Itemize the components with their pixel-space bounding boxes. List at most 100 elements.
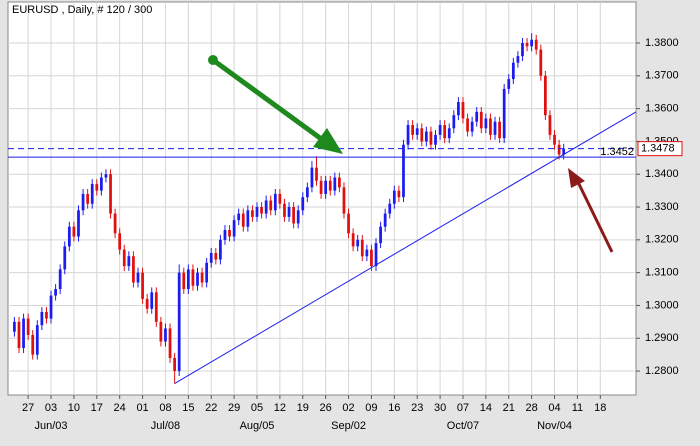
x-tick-label: 09 — [365, 402, 377, 414]
candle-body — [237, 213, 241, 221]
chart-title: EURUSD , Daily, # 120 / 300 — [12, 4, 152, 16]
candle-body — [90, 184, 94, 204]
candle-body — [470, 121, 474, 132]
candle-body — [548, 115, 552, 135]
candle-body — [26, 318, 30, 335]
candle-body — [296, 210, 300, 224]
x-tick-label: 26 — [320, 402, 332, 414]
candle-body — [498, 121, 501, 139]
y-tick-label: 1.2800 — [645, 365, 679, 377]
candle-body — [507, 79, 511, 89]
candle-body — [434, 134, 437, 145]
candle-body — [127, 256, 131, 267]
candle-body — [530, 39, 534, 47]
candle-body — [392, 190, 396, 204]
candle-body — [232, 220, 236, 237]
red-arrow — [568, 168, 614, 253]
x-tick-label: 03 — [45, 402, 57, 414]
x-tick-label: 12 — [274, 402, 286, 414]
y-tick-label: 1.3400 — [645, 168, 679, 180]
price-label: 1.3452 — [600, 146, 634, 158]
x-tick-label: 04 — [548, 402, 560, 414]
candle-body — [338, 177, 341, 188]
y-tick-label: 1.3300 — [645, 201, 679, 213]
candle-body — [319, 180, 323, 194]
candle-body — [424, 131, 428, 142]
candle-body — [31, 334, 35, 355]
candle-body — [534, 39, 538, 50]
candle-body — [525, 43, 529, 47]
y-tick-label: 1.3800 — [645, 37, 679, 49]
candle-body — [502, 88, 506, 139]
candle-body — [159, 321, 163, 342]
candle-body — [191, 269, 195, 286]
month-label: Jun/03 — [35, 420, 68, 432]
candle-body — [63, 246, 67, 270]
candle-body — [539, 49, 543, 76]
x-tick-label: 24 — [114, 402, 126, 414]
candle-body — [219, 239, 222, 260]
x-tick-label: 11 — [572, 402, 583, 414]
candle-body — [479, 111, 483, 129]
candle-body — [118, 233, 122, 250]
candle-body — [164, 328, 167, 342]
candle-body — [388, 203, 392, 214]
candle-body — [379, 226, 382, 244]
candle-body — [141, 272, 144, 299]
x-tick-label: 10 — [68, 402, 80, 414]
x-tick-label: 01 — [136, 402, 148, 414]
candle-body — [516, 56, 520, 63]
candle-body — [200, 272, 204, 283]
candle-body — [13, 321, 16, 332]
candle-body — [45, 312, 48, 319]
x-tick-label: 16 — [388, 402, 400, 414]
x-tick-label: 27 — [22, 402, 34, 414]
candle-body — [86, 193, 90, 204]
candle-body — [475, 111, 479, 122]
candle-body — [122, 249, 126, 267]
x-tick-label: 19 — [297, 402, 309, 414]
candle-body — [264, 200, 268, 214]
candle-body — [562, 148, 566, 155]
candle-body — [109, 174, 112, 214]
x-tick-label: 05 — [251, 402, 263, 414]
candle-body — [356, 239, 360, 247]
candle-body — [324, 180, 328, 194]
candle-body — [196, 272, 199, 286]
x-tick-label: 23 — [411, 402, 423, 414]
x-tick-label: 07 — [457, 402, 469, 414]
candles — [8, 33, 637, 384]
candle-body — [415, 128, 419, 135]
x-tick-label: 17 — [91, 402, 103, 414]
month-label: Oct/07 — [447, 420, 479, 432]
candle-body — [287, 207, 291, 217]
candle-body — [484, 118, 488, 129]
candle-body — [543, 75, 547, 116]
green-arrow — [208, 55, 343, 154]
candle-body — [168, 328, 172, 358]
candle-body — [113, 213, 117, 234]
candle-body — [420, 128, 424, 142]
candle-body — [177, 272, 181, 372]
candle-body — [273, 193, 277, 211]
candle-body — [429, 131, 433, 145]
x-tick-label: 29 — [228, 402, 240, 414]
candle-body — [466, 118, 469, 132]
candle-body — [292, 207, 295, 224]
candle-body — [411, 125, 415, 135]
month-label: Jul/08 — [151, 420, 180, 432]
candle-body — [493, 121, 497, 135]
x-tick-label: 15 — [182, 402, 194, 414]
candle-body — [54, 289, 57, 296]
candle-body — [72, 226, 76, 237]
candle-body — [521, 43, 524, 57]
candle-body — [186, 269, 190, 290]
candle-body — [305, 187, 309, 198]
candle-body — [255, 207, 259, 217]
candle-body — [370, 249, 373, 267]
candle-body — [333, 177, 337, 191]
x-tick-label: 28 — [526, 402, 538, 414]
candle-body — [132, 256, 135, 283]
x-tick-label: 30 — [434, 402, 446, 414]
candle-body — [100, 177, 103, 191]
